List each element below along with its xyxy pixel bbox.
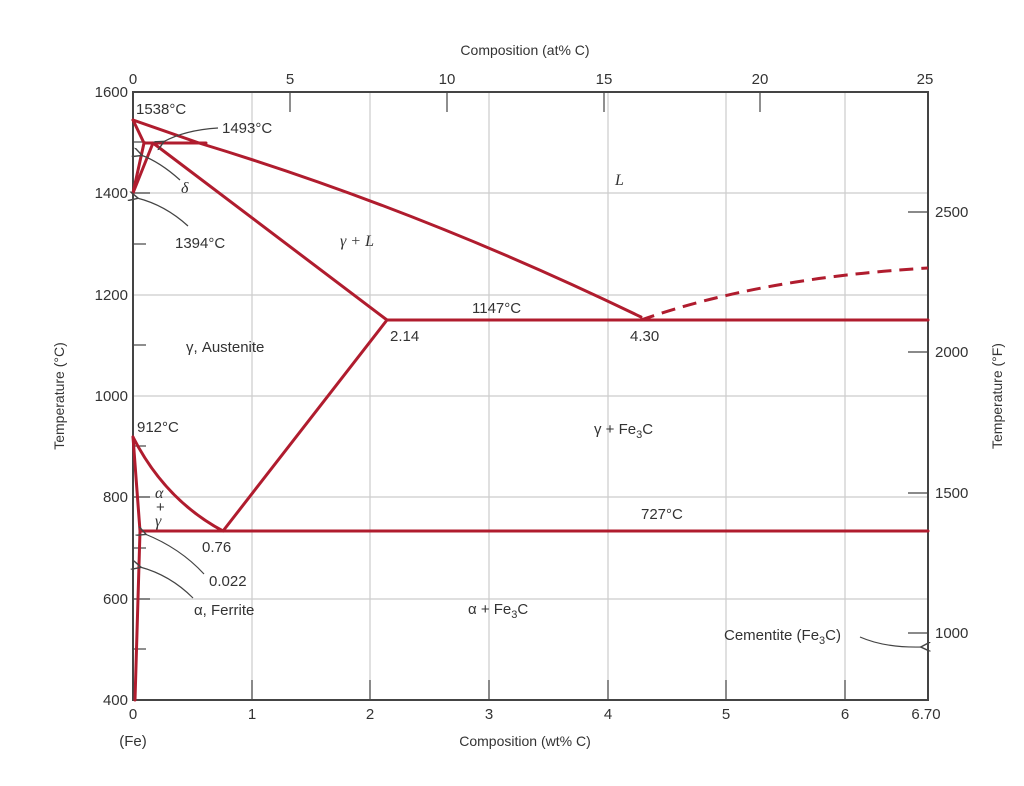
arrow-1394 — [137, 198, 189, 227]
label-1394: 1394°C — [175, 235, 225, 252]
svg-text:2500: 2500 — [935, 204, 968, 221]
svg-text:20: 20 — [752, 71, 769, 88]
label-gamma-liquid: γ + L — [340, 233, 374, 250]
liquidus-line — [131, 118, 643, 319]
delta-gamma-lower — [131, 141, 155, 195]
svg-text:1600: 1600 — [95, 84, 128, 101]
label-gamma: γ — [155, 513, 162, 530]
alpha-solvus — [133, 529, 142, 702]
x-tick-labels: 0 1 2 3 4 5 6 6.70 — [129, 706, 941, 723]
label-727: 727°C — [641, 506, 683, 523]
label-alpha-fe3c: α + Fe3C — [468, 601, 528, 621]
label-liquid: L — [614, 172, 624, 189]
label-1493: 1493°C — [222, 120, 272, 137]
arrow-ferrite — [140, 567, 194, 599]
grid — [133, 92, 928, 700]
liquidus-fe3c-dashed — [640, 266, 929, 322]
label-1147: 1147°C — [472, 300, 521, 317]
delta-solidus — [131, 118, 146, 145]
svg-text:1400: 1400 — [95, 185, 128, 202]
label-1538: 1538°C — [136, 101, 186, 118]
label-912: 912°C — [137, 419, 179, 436]
svg-text:1500: 1500 — [935, 485, 968, 502]
svg-text:1200: 1200 — [95, 287, 128, 304]
svg-text:400: 400 — [103, 692, 128, 709]
phase-boundaries — [131, 118, 930, 702]
arrow-1493 — [163, 127, 219, 142]
plot-frame — [132, 91, 929, 701]
label-ferrite: α, Ferrite — [194, 602, 254, 619]
svg-text:2000: 2000 — [935, 344, 968, 361]
svg-text:0: 0 — [129, 71, 137, 88]
label-alpha: α — [155, 485, 164, 502]
alpha-boundary — [131, 435, 142, 533]
label-gamma-fe3c: γ + Fe3C — [594, 421, 653, 441]
top-axis-title: Composition (at% C) — [460, 42, 589, 58]
gamma-solidus — [151, 141, 389, 322]
svg-text:4: 4 — [604, 706, 612, 723]
svg-text:600: 600 — [103, 591, 128, 608]
right-axis-title: Temperature (°F) — [989, 343, 1005, 449]
y-axis-title: Temperature (°C) — [51, 342, 67, 450]
svg-text:1000: 1000 — [935, 625, 968, 642]
label-0-76: 0.76 — [202, 539, 231, 556]
acm-line — [221, 318, 389, 533]
label-4-30: 4.30 — [630, 328, 659, 345]
a3-line — [131, 435, 225, 533]
svg-text:3: 3 — [485, 706, 493, 723]
svg-text:5: 5 — [722, 706, 730, 723]
svg-text:2: 2 — [366, 706, 374, 723]
annotation-arrows — [137, 127, 922, 647]
label-cementite: Cementite (Fe3C) — [724, 627, 841, 647]
label-0-022: 0.022 — [209, 573, 247, 590]
svg-text:1: 1 — [248, 706, 256, 723]
top-ticks — [289, 92, 761, 112]
svg-text:10: 10 — [439, 71, 456, 88]
right-tick-labels: 2500 2000 1500 1000 — [935, 204, 968, 642]
svg-text:6: 6 — [841, 706, 849, 723]
label-plus: + — [156, 499, 165, 516]
y-tick-labels: 1600 1400 1200 1000 800 600 400 — [95, 84, 128, 709]
label-delta: δ — [181, 180, 189, 197]
label-2-14: 2.14 — [390, 328, 419, 345]
fe-origin-label: (Fe) — [119, 733, 147, 750]
svg-text:25: 25 — [917, 71, 934, 88]
svg-text:1000: 1000 — [95, 388, 128, 405]
label-austenite: γ, Austenite — [186, 339, 264, 356]
top-tick-labels: 0 5 10 15 20 25 — [129, 71, 934, 88]
bottom-ticks — [251, 680, 846, 700]
svg-text:6.70: 6.70 — [911, 706, 940, 723]
arrow-cementite — [859, 636, 922, 647]
svg-text:0: 0 — [129, 706, 137, 723]
right-ticks — [908, 211, 928, 634]
svg-text:800: 800 — [103, 489, 128, 506]
x-axis-title: Composition (wt% C) — [459, 733, 590, 749]
svg-text:15: 15 — [596, 71, 613, 88]
svg-text:5: 5 — [286, 71, 294, 88]
arrow-0022 — [145, 534, 205, 575]
arrow-delta — [141, 155, 181, 181]
